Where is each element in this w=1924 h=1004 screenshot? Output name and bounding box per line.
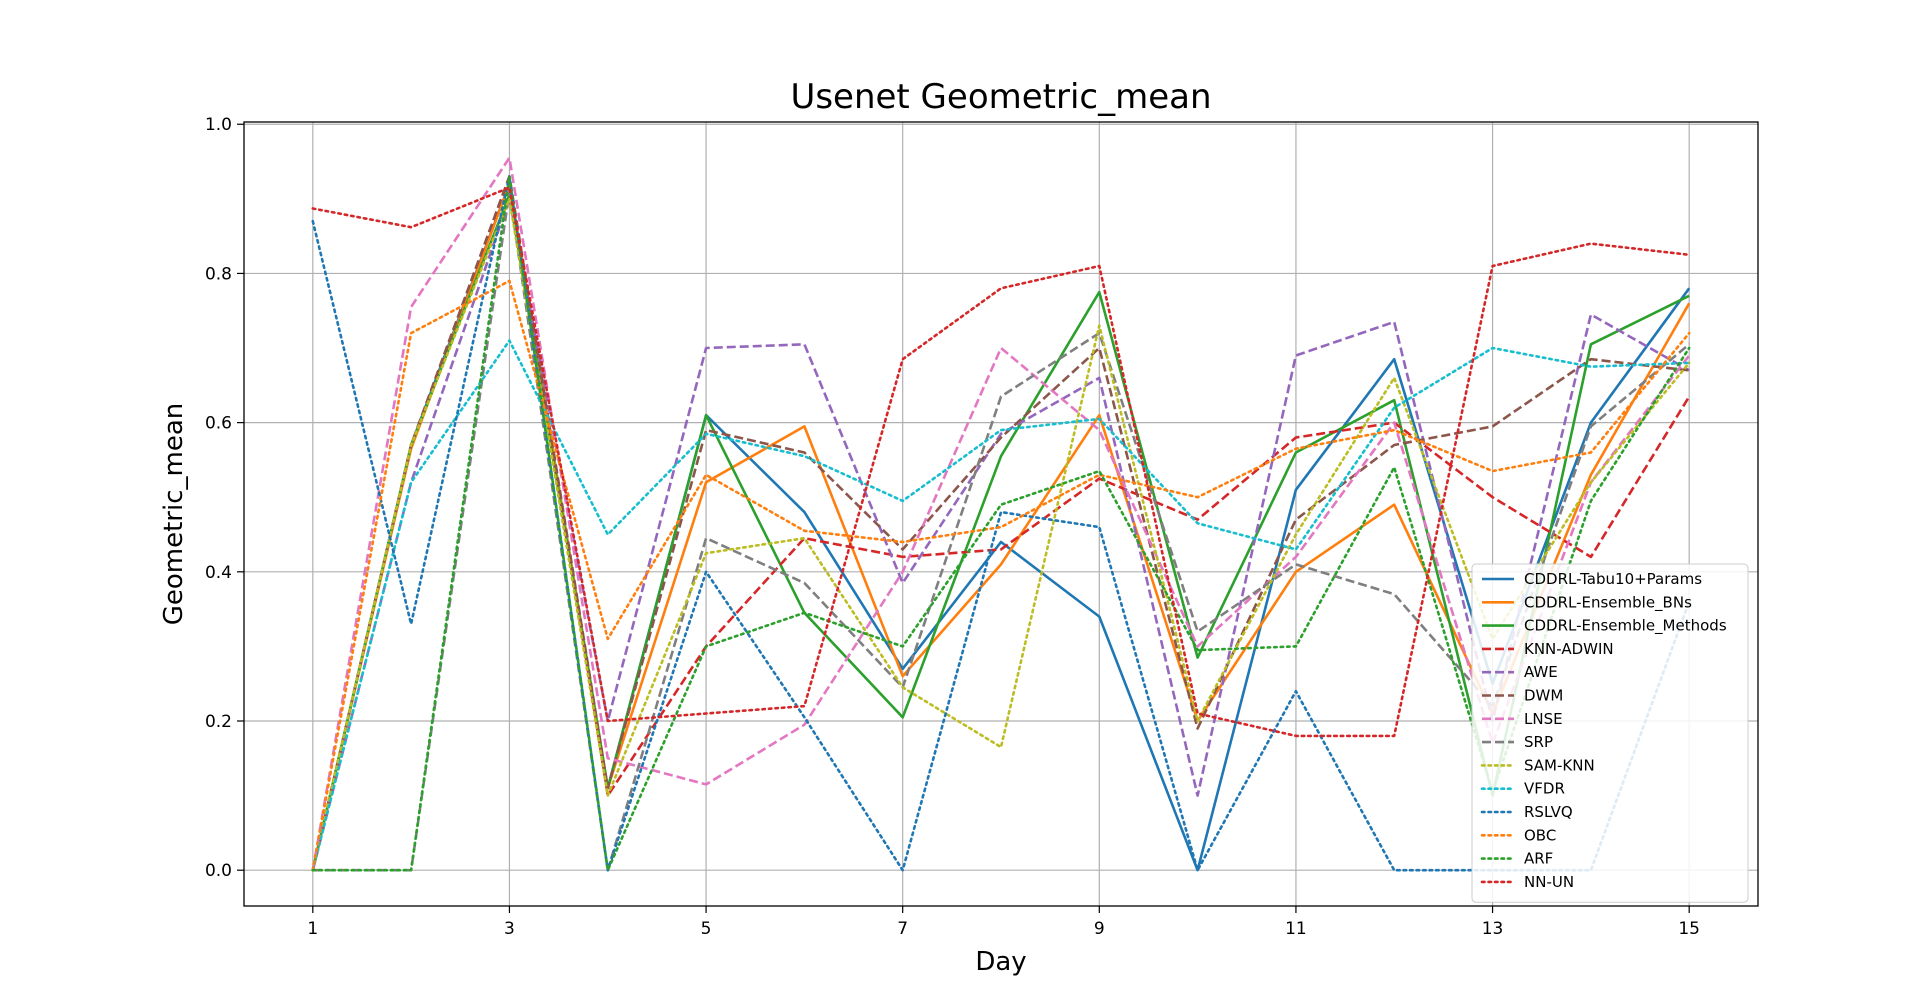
x-tick-label: 1	[307, 919, 318, 939]
x-tick-label: 13	[1482, 919, 1504, 939]
legend-label: CDDRL-Ensemble_Methods	[1524, 617, 1727, 636]
y-tick-label: 0.8	[205, 264, 232, 284]
x-tick-label: 5	[701, 919, 712, 939]
y-tick-label: 0.6	[205, 414, 232, 434]
legend-label: DWM	[1524, 687, 1563, 705]
legend-label: VFDR	[1524, 780, 1565, 798]
series-line-dwm	[311, 175, 1690, 871]
legend-label: SRP	[1524, 733, 1553, 751]
y-axis: 0.0 0.2 0.4 0.6 0.8 1.0	[205, 115, 244, 881]
x-axis-label: Day	[975, 947, 1026, 977]
plot-frame	[243, 121, 1759, 907]
legend-label: OBC	[1524, 826, 1556, 844]
series-line-awe	[311, 197, 1690, 871]
series-line-lnse	[311, 156, 1691, 871]
legend-label: CDDRL-Tabu10+Params	[1524, 570, 1702, 588]
y-tick-label: 0.4	[205, 563, 232, 583]
x-tick-label: 15	[1678, 919, 1700, 939]
series-layer	[311, 156, 1691, 872]
legend-label: AWE	[1524, 663, 1558, 681]
y-tick-label: 1.0	[205, 115, 232, 135]
x-tick-label: 3	[504, 919, 515, 939]
y-tick-label: 0.2	[205, 712, 232, 732]
legend-label: RSLVQ	[1524, 803, 1573, 821]
x-axis: 1 3 5 7 9 11 13 15	[307, 906, 1700, 939]
legend-label: CDDRL-Ensemble_BNs	[1524, 593, 1692, 612]
x-tick-label: 11	[1285, 919, 1307, 939]
legend-box	[1471, 563, 1749, 903]
legend-label: NN-UN	[1524, 873, 1574, 891]
x-tick-label: 7	[897, 919, 908, 939]
series-line-nn-un	[311, 186, 1691, 738]
y-tick-label: 0.0	[205, 861, 232, 881]
legend-label: SAM-KNN	[1524, 756, 1595, 774]
legend-label: KNN-ADWIN	[1524, 640, 1614, 658]
x-tick-label: 9	[1094, 919, 1105, 939]
legend-label: ARF	[1524, 850, 1553, 868]
series-line-srp	[312, 190, 1691, 872]
legend-label: LNSE	[1524, 710, 1563, 728]
legend: CDDRL-Tabu10+Params CDDRL-Ensemble_BNs CDD…	[1471, 563, 1749, 903]
series-line-obc	[311, 279, 1691, 872]
series-line-arf	[311, 175, 1691, 872]
y-axis-label: Geometric_mean	[159, 403, 189, 626]
series-line-sam-knn	[311, 197, 1691, 872]
chart-title: Usenet Geometric_mean	[790, 77, 1211, 117]
